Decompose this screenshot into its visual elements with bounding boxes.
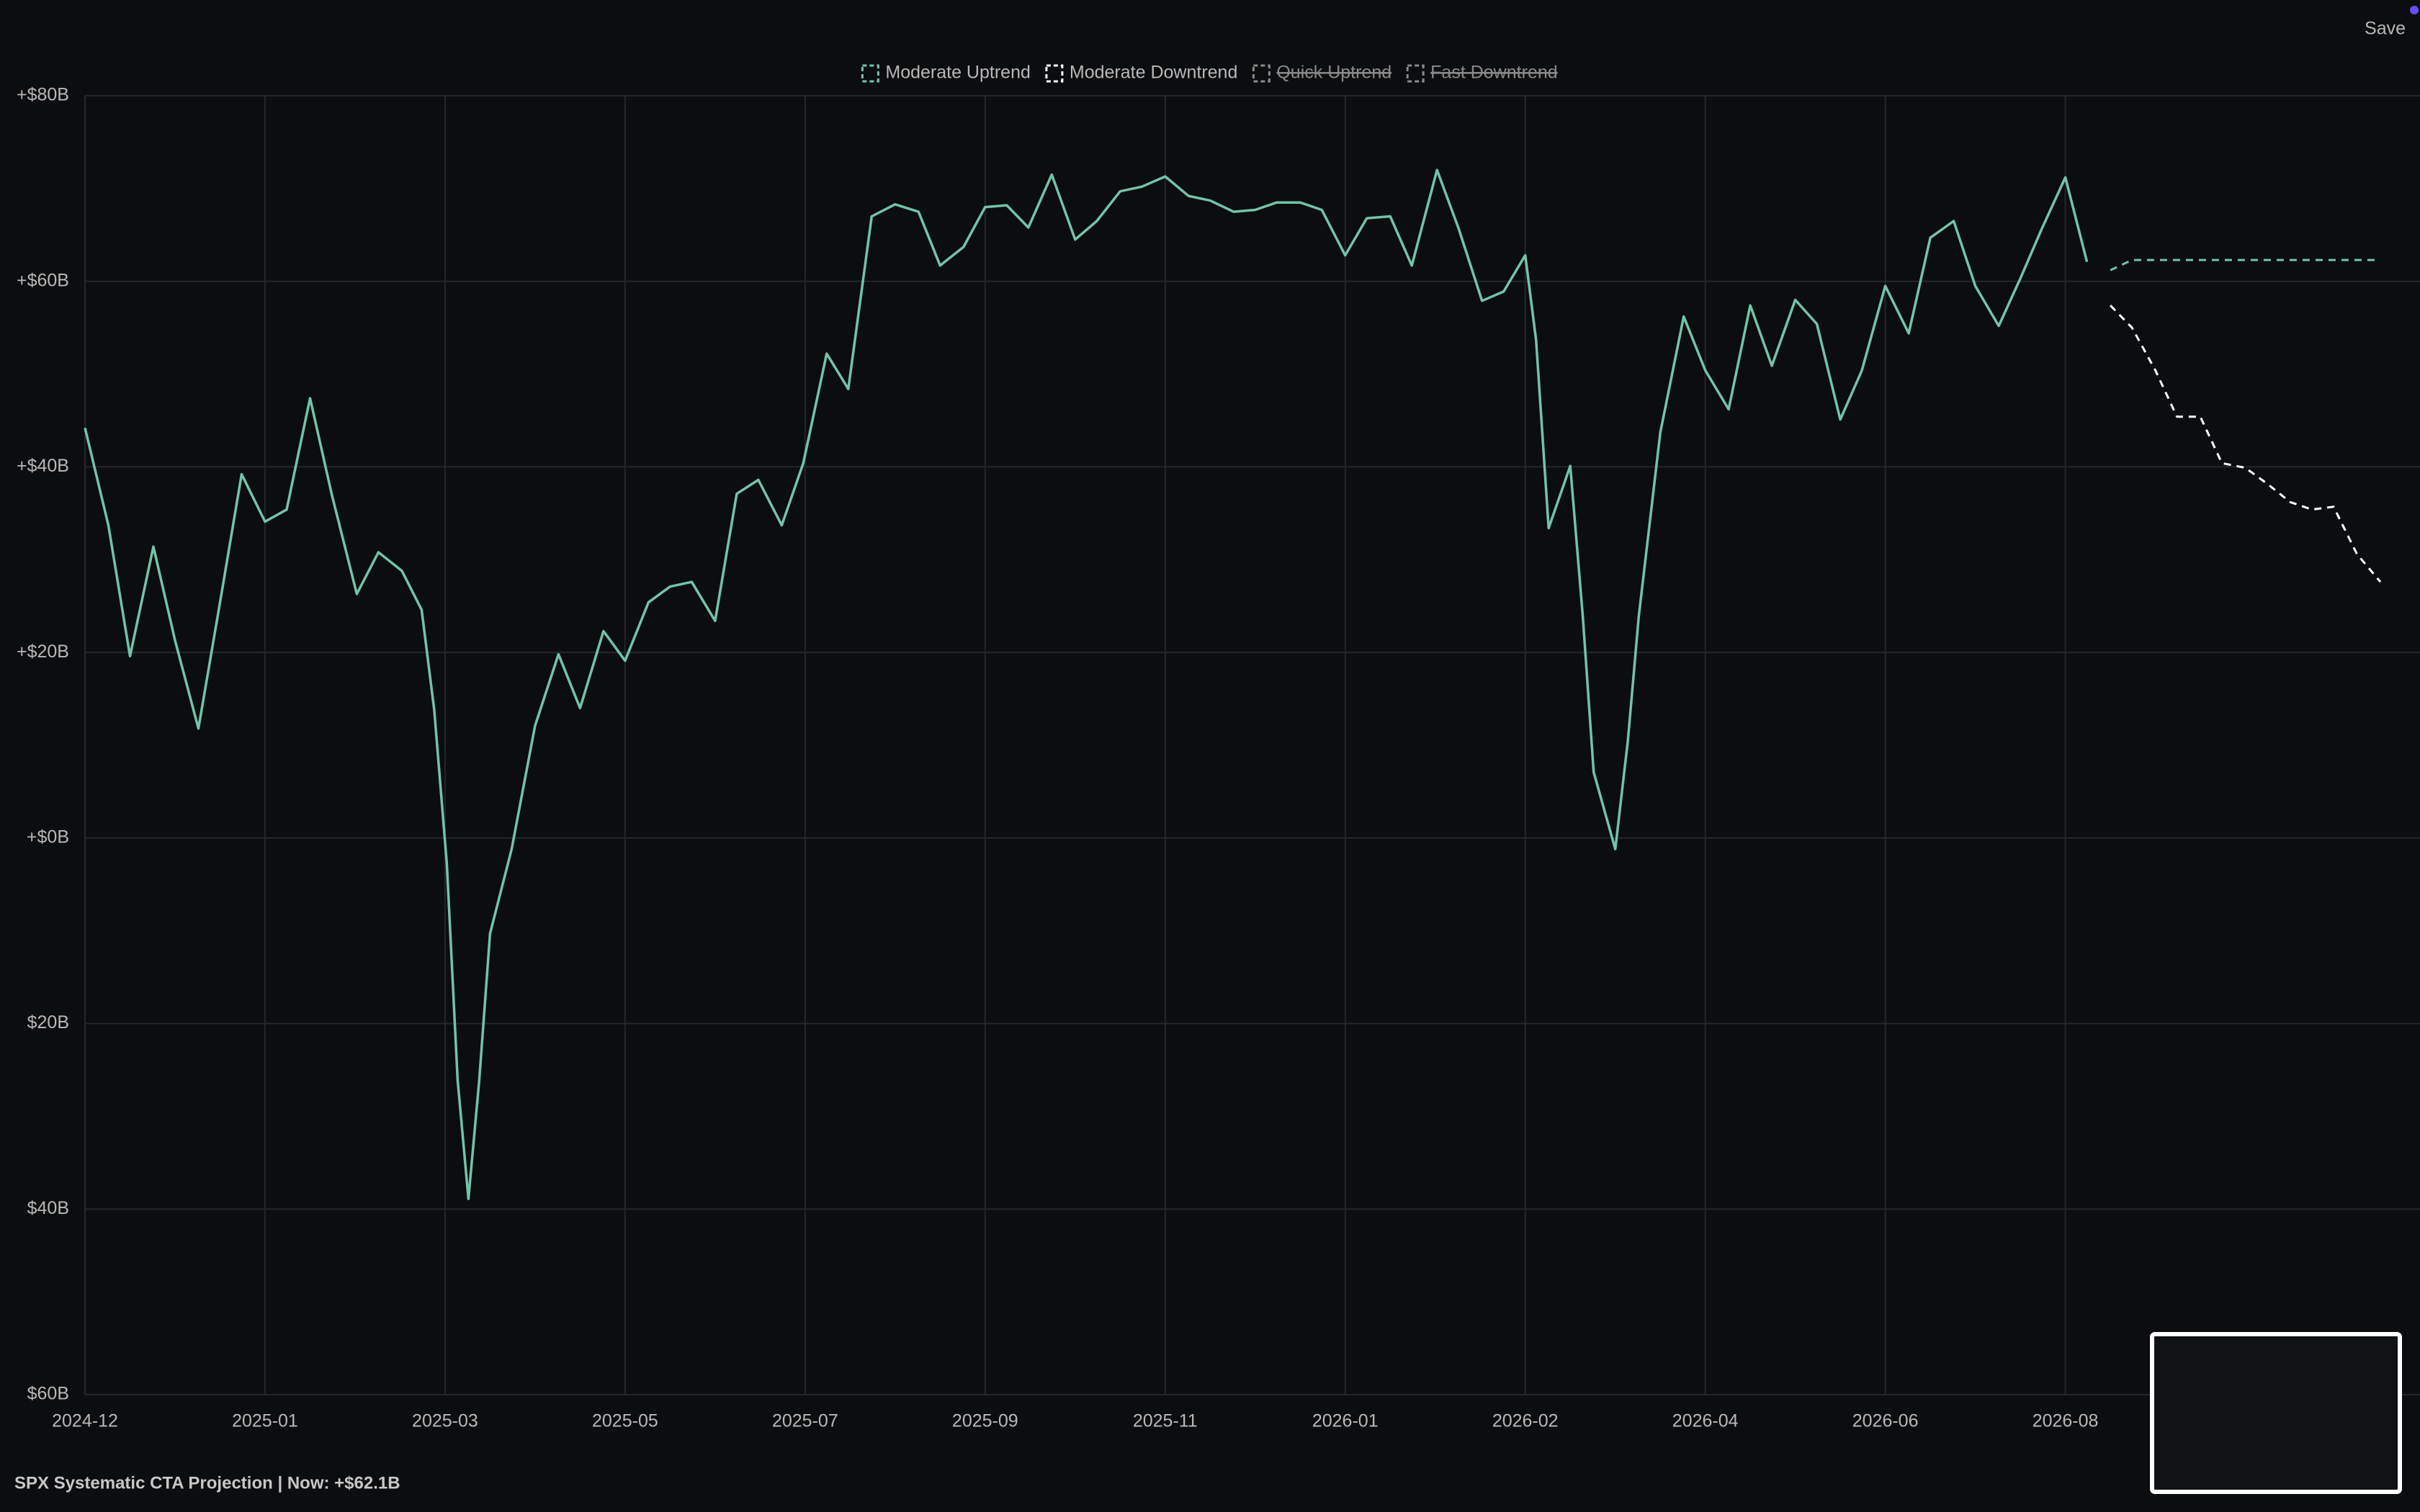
- series-line: [2110, 305, 2382, 583]
- x-tick-label: 2025-09: [952, 1411, 1018, 1431]
- legend-label[interactable]: Quick Uptrend: [1276, 63, 1392, 83]
- legend[interactable]: Moderate Uptrend Moderate Downtrend Quick …: [861, 63, 1558, 83]
- x-tick-label: 2024-12: [52, 1411, 118, 1431]
- save-button[interactable]: Save: [2365, 19, 2406, 39]
- legend-label[interactable]: Moderate Uptrend: [885, 63, 1031, 83]
- y-tick-label: +$60B: [17, 270, 69, 290]
- x-tick-label: 2025-01: [232, 1411, 298, 1431]
- x-tick-label: 2026-02: [1492, 1411, 1559, 1431]
- x-tick-label: 2026-08: [2033, 1411, 2099, 1431]
- x-tick-label: 2026-06: [1852, 1411, 1919, 1431]
- x-tick-label: 2026-01: [1312, 1411, 1379, 1431]
- y-tick-label: $40B: [27, 1198, 69, 1218]
- y-tick-label: +$20B: [17, 642, 69, 662]
- minimap-frame[interactable]: [2150, 1332, 2402, 1494]
- legend-item[interactable]: Fast Downtrend: [1406, 63, 1558, 83]
- y-tick-label: $20B: [27, 1012, 69, 1032]
- legend-swatch: [861, 64, 879, 83]
- minimap[interactable]: [2150, 1332, 2402, 1494]
- y-tick-label: +$80B: [17, 85, 69, 105]
- legend-swatch: [1252, 64, 1270, 83]
- y-tick-label: $60B: [27, 1384, 69, 1404]
- y-tick-label: +$40B: [17, 456, 69, 476]
- legend-item[interactable]: Moderate Downtrend: [1045, 63, 1237, 83]
- chart-title: SPX Systematic CTA Projection | Now: +$6…: [14, 1473, 400, 1493]
- x-tick-label: 2025-11: [1133, 1411, 1198, 1431]
- x-tick-label: 2026-04: [1672, 1411, 1739, 1431]
- status-dot: [2410, 6, 2419, 14]
- legend-swatch: [1406, 64, 1425, 83]
- legend-label[interactable]: Fast Downtrend: [1430, 63, 1557, 83]
- legend-item[interactable]: Moderate Uptrend: [861, 63, 1031, 83]
- x-tick-label: 2025-07: [772, 1411, 838, 1431]
- series-line: [2110, 258, 2377, 271]
- x-tick-label: 2025-05: [592, 1411, 658, 1431]
- y-tick-label: +$0B: [27, 827, 69, 847]
- x-tick-label: 2025-03: [412, 1411, 478, 1431]
- legend-item[interactable]: Quick Uptrend: [1252, 63, 1392, 83]
- series-line: [84, 168, 2089, 1200]
- legend-swatch: [1045, 64, 1064, 83]
- legend-label[interactable]: Moderate Downtrend: [1070, 63, 1237, 83]
